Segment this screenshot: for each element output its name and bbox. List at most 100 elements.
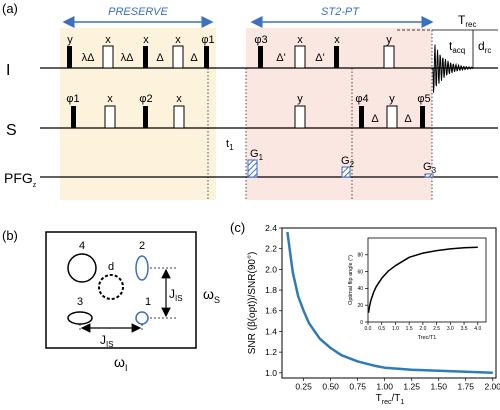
s-pulse [386,105,398,129]
i-pulse [172,45,184,69]
i-delay: λΔ [121,52,135,64]
i-pulse-phase: x [334,34,340,46]
s-phase: φ2 [139,93,152,105]
jis-vertical-label: JIS [169,287,183,303]
inset-x-tick-label: 0.5 [378,326,385,332]
i-pulse [258,46,263,68]
i-pulse [143,46,148,68]
peak-1 [135,311,149,325]
inset-y-tick-label: 60 [357,269,363,275]
inset-x-tick-label: 3.0 [447,326,454,332]
snr-x-tick-label: 1.25 [403,382,420,392]
s-pulse-phase: x [176,93,182,105]
gradient-g3 [424,173,434,178]
snr-y-tick-label: 1.0 [265,368,277,378]
s-phase: φ4 [355,93,368,105]
s-phase: φ1 [66,93,79,105]
inset-y-tick-label: 40 [357,286,363,292]
inset-x-tick-label: 4.0 [474,326,481,332]
s-pulse-phase: y [389,93,395,105]
i-phase: φ3 [254,34,267,46]
inset-series-line [367,246,478,313]
snr-series-line [286,231,493,375]
panel-b-label: (b) [2,228,18,243]
peak-label-4: 4 [79,240,85,252]
gradient-pulses: G1 G2 G3 [247,148,437,178]
i-pulse-phase: x [143,34,149,46]
gradient-label: G2 [341,155,355,169]
preserve-region [60,28,216,200]
i-delay: Δ [190,52,198,64]
peak-d [98,274,124,300]
i-pulse [383,45,395,69]
inset-x-tick-label: 1.0 [392,326,399,332]
s-channel-label: S [6,122,17,139]
snr-x-tick-label: 0.50 [322,382,339,392]
omega-s-label: ωS [203,286,220,305]
inset-y-tick-label: 0 [360,320,363,326]
s-pulse-phase: y [297,93,303,105]
snr-x-tick-label: 0.25 [295,382,312,392]
i-pulse [204,46,209,68]
drc-label: drc [478,39,491,55]
s-pulse [143,106,148,128]
t1-label: t1 [226,138,234,152]
trec-label: Trec [458,13,476,29]
inset-x-tick-label: 1.5 [406,326,413,332]
inset-x-tick-label: 3.5 [461,326,468,332]
inset-x-tick-label: 2.0 [419,326,426,332]
tacq-label: tacq [449,39,465,55]
i-pulse-phase: x [297,34,303,46]
snr-x-tick-label: 1.00 [376,382,393,392]
snr-y-tick-label: 1.2 [265,347,277,357]
i-pulse [294,45,306,69]
i-pulse-sequence: y x x x φ1 φ3 x x y λΔ λΔ Δ Δ Δ' Δ' [67,34,395,69]
s-pulse [104,105,116,129]
i-pulse-phase: y [67,34,73,46]
panel-a: (a) PRESERVE ST2-PT I S PFGz y x x x [2,1,498,200]
inset-x-axis-label: Trec/T1 [418,335,437,341]
gradient-g2 [341,166,351,178]
snr-x-tick-label: 1.75 [457,382,474,392]
peak-label-2: 2 [139,240,145,252]
snr-x-tick-label: 2.00 [484,382,500,392]
i-pulse [67,46,72,68]
peak-4 [67,253,97,283]
snr-y-tick-label: 1.4 [265,326,277,336]
gradient-label: G1 [250,148,264,162]
i-delay: Δ' [315,52,324,64]
snr-x-tick-label: 1.50 [430,382,447,392]
s-pulse [359,106,364,128]
gradient-label: G3 [423,161,437,175]
snr-y-axis-label: SNR (β(opt))/SNR(90°) [247,252,258,355]
peak-label-1: 1 [145,296,151,308]
peak-2 [135,255,149,281]
preserve-label: PRESERVE [108,6,168,18]
i-channel-label: I [6,62,10,79]
s-pulse [294,105,306,129]
panel-c: (c) 0.25 0.50 0.75 1.00 1.25 1.50 1.75 2.001.01… [230,220,500,406]
s-delay: Δ [404,113,412,125]
s-pulse [173,105,185,129]
pfg-channel-label: PFGz [4,170,37,189]
peak-label-d: d [108,261,114,273]
i-delay: Δ' [276,52,285,64]
s-pulse [71,106,76,128]
i-pulse [102,45,114,69]
fid-signal [432,44,474,93]
st2pt-label: ST2-PT [321,6,360,18]
spectrum-frame [45,231,197,349]
i-delay: Δ [156,52,164,64]
inset-plot-frame [367,237,487,323]
snr-y-tick-label: 1.6 [265,306,277,316]
panel-c-label: (c) [230,220,245,235]
i-pulse-phase: y [386,34,392,46]
inset-y-axis-label: Optimal flip angle (°) [348,255,354,305]
inset-x-tick-label: 2.5 [433,326,440,332]
i-pulse [334,46,339,68]
s-phase: φ5 [417,93,430,105]
inset-y-tick-label: 20 [357,303,363,309]
i-pulse-phase: x [105,34,111,46]
